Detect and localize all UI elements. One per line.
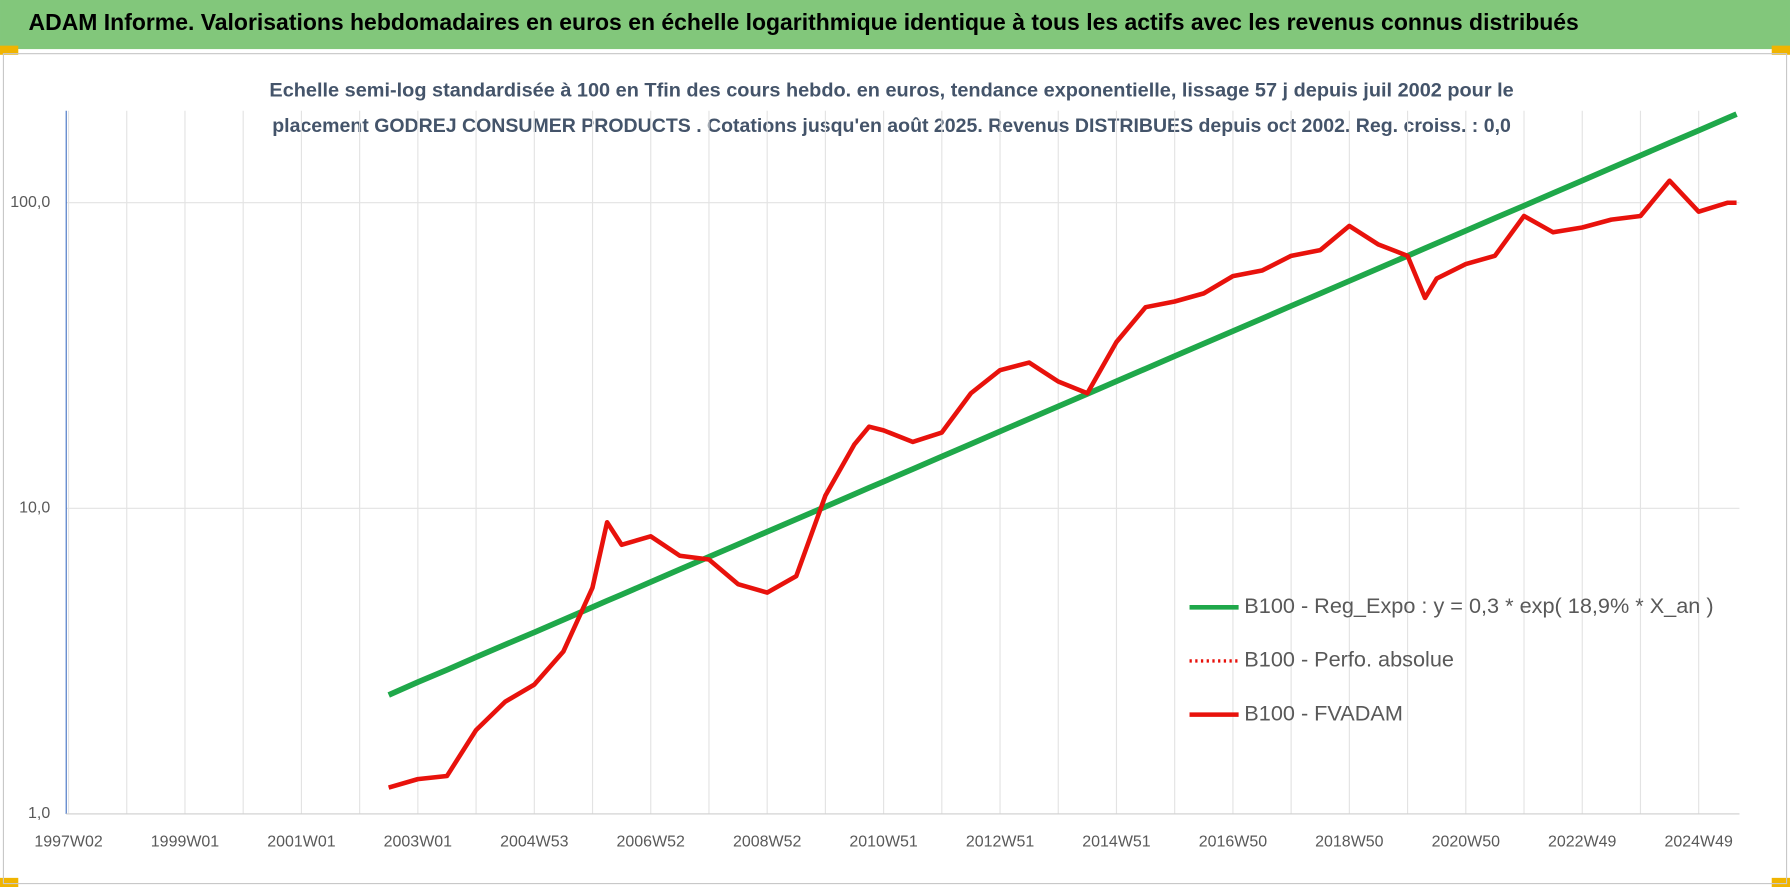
series-line — [387, 111, 1738, 698]
corner — [1771, 877, 1790, 887]
x-tick-label: 2022W49 — [1548, 834, 1616, 851]
title-bar — [0, 0, 1790, 50]
corner — [0, 877, 19, 887]
x-tick-label: 2003W01 — [384, 834, 452, 851]
x-tick-label: 2001W01 — [267, 834, 335, 851]
y-tick-label: 10,0 — [19, 500, 50, 517]
series-line — [388, 178, 1737, 790]
legend-label: B100 - Reg_Expo : y = 0,3 * exp( 18,9% *… — [1244, 593, 1713, 618]
chart-title: ADAM Informe. Valorisations hebdomadaire… — [29, 9, 1579, 35]
chart-border — [2, 53, 1788, 885]
x-tick-label: 1999W01 — [151, 834, 219, 851]
y-tick-label: 100,0 — [10, 194, 50, 211]
x-tick-label: 2014W51 — [1082, 834, 1150, 851]
legend-label: B100 - Perfo. absolue — [1244, 647, 1454, 672]
chart-subtitle: placement GODREJ CONSUMER PRODUCTS . Cot… — [272, 115, 1511, 137]
x-tick-label: 2006W52 — [617, 834, 685, 851]
x-tick-label: 1997W02 — [34, 834, 102, 851]
x-tick-label: 2010W51 — [849, 834, 917, 851]
chart-subtitle: Echelle semi-log standardisée à 100 en T… — [269, 79, 1514, 101]
x-tick-label: 2004W53 — [500, 834, 568, 851]
y-tick-label: 1,0 — [28, 805, 50, 822]
x-tick-label: 2016W50 — [1199, 834, 1267, 851]
corner — [1771, 45, 1790, 55]
legend-label: B100 - FVADAM — [1244, 700, 1403, 725]
x-tick-label: 2018W50 — [1315, 834, 1383, 851]
x-tick-label: 2012W51 — [966, 834, 1034, 851]
corner — [0, 45, 19, 55]
x-tick-label: 2008W52 — [733, 834, 801, 851]
x-tick-label: 2024W49 — [1664, 834, 1732, 851]
x-tick-label: 2020W50 — [1432, 834, 1500, 851]
